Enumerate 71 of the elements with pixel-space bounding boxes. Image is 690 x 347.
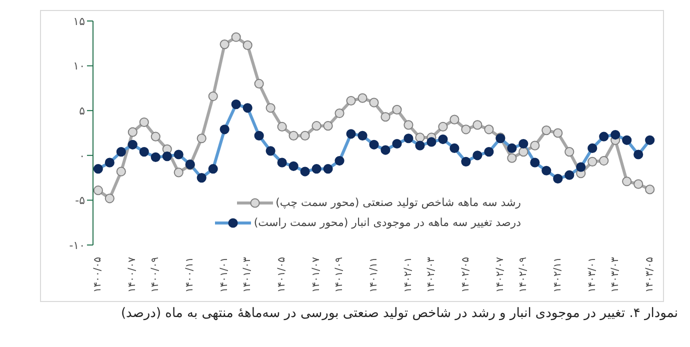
point [116, 166, 126, 176]
x-tick-label: ۱۴۰۲/۰۵ [460, 257, 472, 293]
point [323, 121, 333, 131]
x-tick-label: ۱۴۰۱/۰۵ [276, 257, 288, 293]
x-tick-label: ۱۴۰۲/۰۷ [494, 256, 506, 293]
point [346, 96, 356, 106]
point [93, 186, 103, 196]
point [358, 93, 368, 103]
point [300, 130, 310, 140]
y-tick-label: ۰ [79, 149, 85, 162]
point [588, 156, 598, 166]
point [415, 132, 425, 142]
point [254, 78, 264, 89]
point [128, 127, 138, 137]
legend-label: درصد تغییر سه ماهه در موجودی انبار (محور سمت راست) [254, 215, 521, 231]
x-tick-label: ۱۴۰۱/۰۷ [311, 256, 322, 293]
point [530, 140, 540, 150]
point [404, 120, 414, 130]
x-tick-label: ۱۴۰۱/۰۳ [242, 256, 254, 293]
x-tick-label: ۱۴۰۱/۰۱ [219, 257, 230, 293]
point [242, 40, 252, 50]
point [553, 128, 563, 138]
x-tick-label: ۱۴۰۳/۰۳ [610, 256, 621, 293]
x-tick-label: ۱۴۰۲/۱۱ [552, 257, 564, 293]
point [507, 153, 517, 163]
point [208, 91, 218, 102]
point [599, 156, 609, 166]
point [139, 117, 149, 128]
point [564, 147, 574, 157]
x-tick-label: ۱۴۰۳/۰۵ [644, 257, 656, 293]
point [392, 104, 402, 115]
point [334, 108, 344, 118]
x-tick-label: ۱۴۰۰/۱۱ [184, 257, 196, 293]
point [220, 39, 230, 50]
point [518, 147, 528, 157]
point [484, 124, 494, 134]
x-tick-label: ۱۴۰۳/۰۱ [586, 257, 598, 293]
y-tick-label: -۱۰ [69, 238, 85, 252]
point [472, 120, 482, 130]
x-tick-label: ۱۴۰۰/۰۷ [127, 256, 138, 293]
y-tick-label: ۱۵ [73, 14, 86, 28]
point [312, 121, 322, 131]
x-tick-label: ۱۴۰۲/۰۳ [426, 256, 437, 293]
point [380, 112, 390, 122]
point [645, 184, 655, 194]
point [150, 132, 160, 142]
point [266, 103, 276, 113]
point [231, 32, 241, 42]
x-tick-label: ۱۴۰۰/۰۵ [92, 257, 104, 293]
point [438, 122, 448, 132]
x-tick-label: ۱۴۰۲/۰۱ [402, 257, 414, 293]
x-tick-label: ۱۴۰۱/۱۱ [368, 257, 380, 293]
point [196, 134, 206, 144]
point [174, 168, 184, 178]
y-tick-label: ۱۰ [73, 60, 85, 73]
x-tick-label: ۱۴۰۱/۰۹ [334, 257, 346, 293]
x-tick-label: ۱۴۰۰/۰۹ [150, 257, 162, 293]
point [461, 124, 471, 134]
point [104, 194, 114, 204]
x-tick-label: ۱۴۰۲/۰۹ [518, 257, 529, 293]
point [288, 130, 298, 140]
point [542, 126, 552, 136]
point [634, 179, 644, 189]
point [450, 114, 460, 124]
legend-label: رشد سه ماهه شاخص تولید صنعتی (محور سمت چپ) [276, 195, 521, 211]
y-tick-label: -۵ [75, 194, 86, 208]
point [369, 98, 379, 108]
text: نمودار ۴. تغییر در موجودی انبار و رشد در شاخص تولید صنعتی بورسی در سه‌ماههٔ منتهی به ماه (درصد) [120, 306, 678, 321]
point [277, 122, 287, 132]
point [622, 176, 632, 186]
y-tick-label: ۵ [79, 104, 86, 118]
